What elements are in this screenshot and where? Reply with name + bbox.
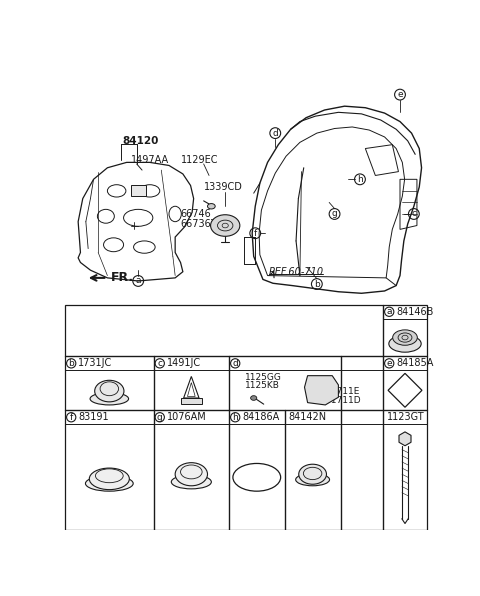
Text: f: f (253, 229, 257, 238)
Polygon shape (304, 375, 338, 405)
Text: 1123GT: 1123GT (387, 412, 424, 422)
Text: a: a (135, 277, 141, 285)
Text: e: e (397, 90, 403, 99)
Text: h: h (357, 175, 363, 184)
Text: d: d (272, 129, 278, 138)
Ellipse shape (211, 215, 240, 236)
Text: b: b (314, 280, 320, 288)
Text: b: b (68, 359, 74, 368)
Text: 1339CD: 1339CD (204, 182, 242, 192)
Ellipse shape (393, 330, 417, 345)
Text: 1731JC: 1731JC (78, 358, 112, 368)
Text: g: g (332, 209, 337, 219)
Text: 1125GG: 1125GG (244, 374, 281, 383)
Text: c: c (157, 359, 162, 368)
Text: 71711D: 71711D (325, 396, 361, 405)
Text: 84120: 84120 (123, 136, 159, 146)
Text: 84142N: 84142N (288, 412, 326, 422)
Text: FR.: FR. (111, 271, 134, 284)
Polygon shape (399, 432, 411, 446)
Text: 84186A: 84186A (242, 412, 279, 422)
Text: 84185A: 84185A (396, 358, 433, 368)
Text: 84146B: 84146B (396, 307, 433, 316)
Text: h: h (232, 413, 238, 422)
Ellipse shape (207, 204, 215, 209)
Ellipse shape (95, 380, 124, 402)
Text: 83191: 83191 (78, 412, 109, 422)
Text: 1125KB: 1125KB (244, 381, 279, 390)
Text: f: f (70, 413, 73, 422)
Ellipse shape (251, 396, 257, 401)
Text: 66746: 66746 (180, 209, 211, 219)
Ellipse shape (171, 475, 211, 489)
Text: d: d (232, 359, 238, 368)
Text: 1129EC: 1129EC (180, 155, 218, 165)
Text: 66736A: 66736A (180, 219, 218, 229)
Text: g: g (157, 413, 163, 422)
Bar (65, 305, 427, 530)
Ellipse shape (389, 335, 421, 352)
Bar (131, 185, 146, 196)
Ellipse shape (175, 462, 207, 486)
Text: 1491JC: 1491JC (167, 358, 201, 368)
Text: c: c (411, 209, 416, 219)
Text: a: a (386, 308, 392, 316)
Ellipse shape (296, 473, 330, 486)
Ellipse shape (89, 468, 129, 490)
Text: e: e (386, 359, 392, 368)
Ellipse shape (85, 476, 133, 491)
Text: 1497AA: 1497AA (131, 155, 168, 165)
Text: 71711E: 71711E (325, 387, 360, 396)
Text: REF.60-710: REF.60-710 (269, 267, 324, 277)
Ellipse shape (90, 393, 129, 405)
Bar (180, 398, 202, 404)
Text: 1076AM: 1076AM (167, 412, 206, 422)
Ellipse shape (299, 464, 326, 484)
